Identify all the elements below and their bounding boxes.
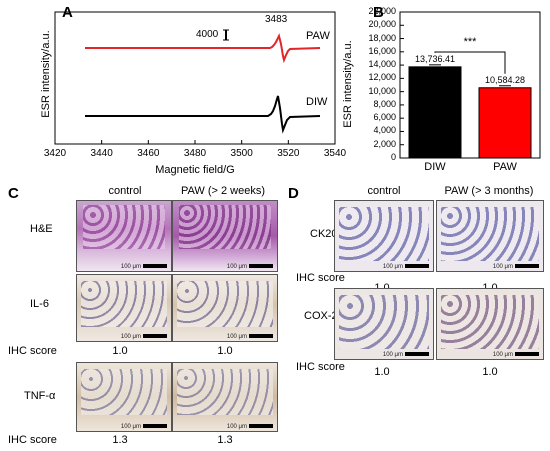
panel-d-row-cox2-label: COX-2 — [304, 310, 338, 322]
micrograph-il6-paw: 100 μm — [172, 274, 278, 342]
panel-d-label: D — [288, 185, 299, 202]
panel-d-cox2-score-control: 1.0 — [374, 366, 390, 378]
panel-b-ytick-label: 20,000 — [368, 19, 396, 30]
panel-b-frame — [399, 11, 541, 159]
diw-trace-label: DIW — [306, 96, 328, 108]
panel-a-xlabel: Magnetic field/G — [155, 164, 235, 176]
panel-b-ytick-label: 14,000 — [368, 59, 396, 70]
panel-d-row-ck20-label: CK20 — [310, 228, 338, 240]
bar-category-label: PAW — [493, 161, 517, 173]
paw-trace-label: PAW — [306, 30, 330, 42]
bar-category-label: DIW — [424, 161, 446, 173]
panel-a-xtick-label: 3440 — [90, 148, 113, 159]
bar-diw — [408, 66, 462, 159]
panel-c-label: C — [8, 185, 19, 202]
panel-b-label: B — [373, 4, 384, 21]
panel-b-ylabel: ESR intensity/a.u. — [342, 40, 354, 128]
panel-a-xtick-label: 3420 — [43, 148, 67, 159]
panel-a-frame — [54, 11, 336, 145]
panel-a-xtick-label: 3500 — [230, 148, 253, 159]
micrograph-ck20-paw: 100 μm — [436, 200, 544, 272]
panel-c-tnf-score-control: 1.3 — [112, 434, 128, 446]
panel-b-ytick-label: 10,000 — [368, 85, 396, 96]
micrograph-il6-control: 100 μm — [76, 274, 172, 342]
bar-paw — [478, 87, 532, 159]
paw-spectrum-trace — [85, 33, 321, 64]
esr-spectrum-chart — [54, 11, 336, 145]
micrograph-cox2-control: 100 μm — [334, 288, 434, 360]
panel-c-header-paw: PAW (> 2 weeks) — [180, 185, 266, 197]
panel-c-row-tnf-label: TNF-α — [24, 390, 56, 402]
panel-d-cox2-score-label: IHC score — [296, 361, 345, 373]
panel-b-ytick-label: 4,000 — [373, 125, 396, 136]
panel-a-xtick-label: 3540 — [323, 148, 347, 159]
panel-b-ytick-label: 18,000 — [368, 32, 396, 43]
panel-b-ytick-label: 6,000 — [373, 112, 396, 123]
panel-a-xtick-label: 3460 — [137, 148, 160, 159]
panel-b-ytick-label: 2,000 — [373, 138, 396, 149]
panel-c-il6-score-paw: 1.0 — [217, 345, 233, 357]
diw-spectrum-trace — [85, 95, 321, 134]
panel-c-row-il6-label: IL-6 — [30, 298, 49, 310]
panel-a-ylabel: ESR intensity/a.u. — [40, 30, 52, 118]
panel-a-x-ticks — [54, 140, 336, 144]
esr-bar-chart — [399, 11, 541, 159]
micrograph-ck20-control: 100 μm — [334, 200, 434, 272]
panel-d-header-control: control — [367, 185, 401, 197]
micrograph-he-paw: 100 μm — [172, 200, 278, 272]
panel-c-header-control: control — [108, 185, 142, 197]
panel-d-header-paw: PAW (> 3 months) — [444, 185, 534, 197]
panel-b-ytick-label: 22,000 — [368, 6, 396, 16]
panel-d-ck20-score-label: IHC score — [296, 272, 345, 284]
scale-label: 4000 — [196, 29, 219, 40]
panel-b-ytick-label: 12,000 — [368, 72, 396, 83]
panel-a-xtick-label: 3480 — [183, 148, 207, 159]
peak-label: 3483 — [265, 14, 288, 25]
panel-c-tnf-score-paw: 1.3 — [217, 434, 233, 446]
panel-c-il6-score-label: IHC score — [8, 345, 57, 357]
panel-a-xtick-label: 3520 — [277, 148, 300, 159]
panel-d-cox2-score-paw: 1.0 — [482, 366, 498, 378]
panel-b-ytick-label: 8,000 — [373, 98, 396, 109]
significance-bracket — [434, 51, 506, 74]
micrograph-tnf-control: 100 μm — [76, 362, 172, 432]
panel-b-ytick-label: 16,000 — [368, 45, 396, 56]
micrograph-he-control: 100 μm — [76, 200, 172, 272]
panel-c-il6-score-control: 1.0 — [112, 345, 128, 357]
bar-value-label: 13,736.41 — [414, 53, 456, 64]
panel-c-tnf-score-label: IHC score — [8, 434, 57, 446]
micrograph-cox2-paw: 100 μm — [436, 288, 544, 360]
panel-b-ytick-label: 0 — [390, 152, 396, 162]
bar-value-label: 10,584.28 — [484, 74, 526, 85]
micrograph-tnf-paw: 100 μm — [172, 362, 278, 432]
panel-c-row-he-label: H&E — [30, 223, 53, 235]
significance-marker: *** — [463, 36, 477, 48]
